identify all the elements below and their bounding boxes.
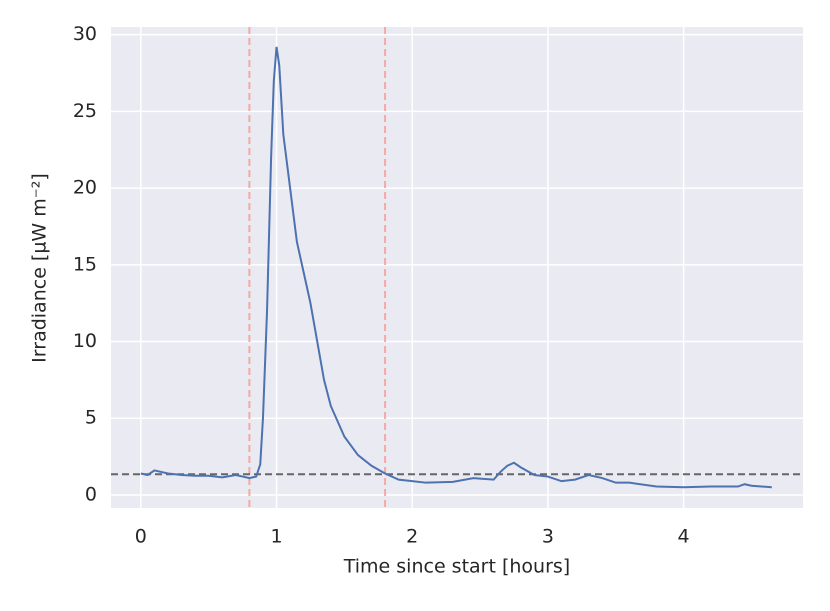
- y-tick-label: 20: [73, 177, 97, 199]
- y-axis-label: Irradiance [µW m⁻²]: [29, 173, 51, 363]
- y-tick-label: 5: [85, 407, 97, 429]
- x-tick-label: 2: [406, 526, 418, 548]
- y-tick-label: 0: [85, 483, 97, 505]
- plot-area: [111, 27, 803, 508]
- x-tick-label: 3: [542, 526, 554, 548]
- x-tick-label: 4: [678, 526, 690, 548]
- y-tick-label: 25: [73, 100, 97, 122]
- x-axis-label: Time since start [hours]: [343, 556, 570, 578]
- data-line: [140, 46, 772, 489]
- y-tick-label: 30: [73, 23, 97, 45]
- x-tick-label: 0: [135, 526, 147, 548]
- y-tick-label: 10: [73, 330, 97, 352]
- x-tick-label: 1: [270, 526, 282, 548]
- y-tick-label: 15: [73, 253, 97, 275]
